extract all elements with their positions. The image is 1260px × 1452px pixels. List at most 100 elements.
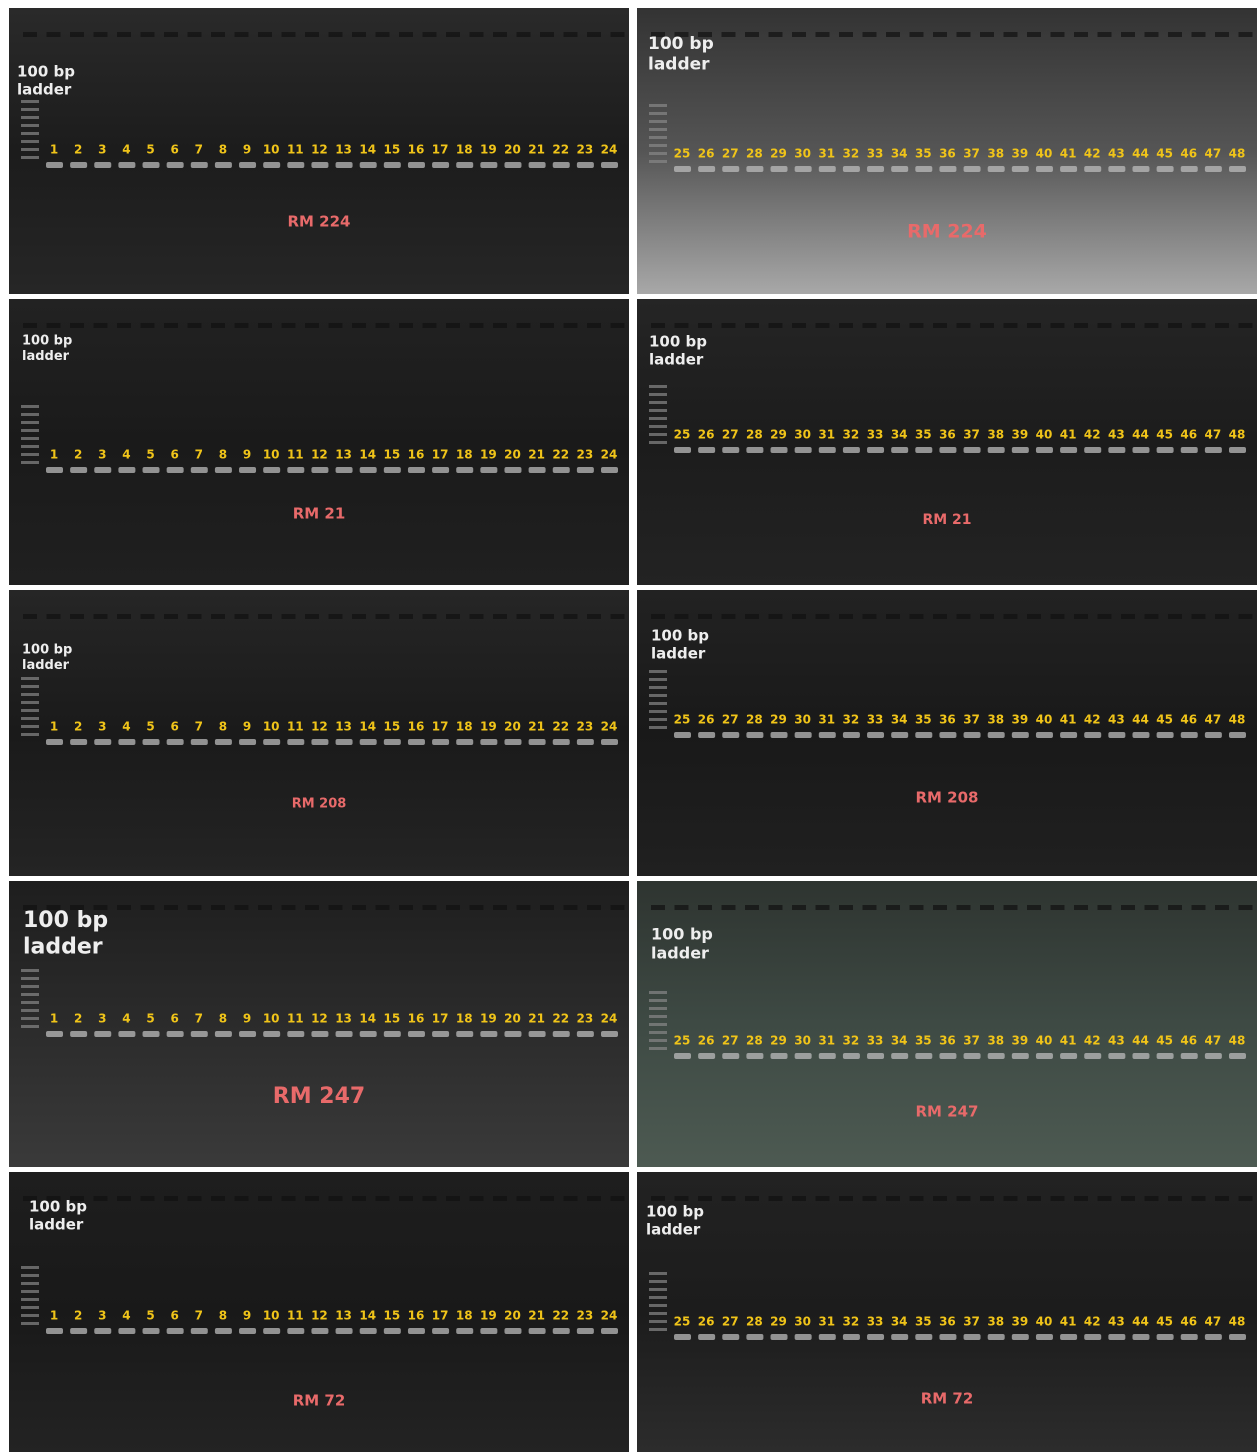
lane-number: 21 xyxy=(528,1012,545,1026)
dna-band xyxy=(336,1031,353,1037)
lane-number: 40 xyxy=(1036,1315,1053,1329)
well xyxy=(352,1196,366,1201)
lane-number: 19 xyxy=(480,720,497,734)
dna-band xyxy=(287,467,304,473)
dna-band xyxy=(722,1334,739,1340)
gel-panel: 100 bpladder2526272829303132333435363738… xyxy=(637,8,1257,294)
ladder-band xyxy=(21,1009,39,1012)
well xyxy=(188,1196,202,1201)
lane-number: 31 xyxy=(818,1315,835,1329)
lane-number: 25 xyxy=(674,1034,691,1048)
ladder-band xyxy=(21,116,39,119)
dna-band xyxy=(94,467,111,473)
lane-number: 22 xyxy=(552,720,569,734)
dna-band xyxy=(1132,447,1149,453)
lane-number: 27 xyxy=(722,713,739,727)
dna-band xyxy=(384,162,401,168)
well xyxy=(517,32,531,37)
lane-number: 20 xyxy=(504,1309,521,1323)
lane-number: 2 xyxy=(74,143,82,157)
well xyxy=(164,614,178,619)
lane-number: 22 xyxy=(552,1309,569,1323)
lane-number: 16 xyxy=(408,720,425,734)
lane-number: 18 xyxy=(456,448,473,462)
well xyxy=(1145,323,1159,328)
well xyxy=(1051,323,1065,328)
lane-number: 26 xyxy=(698,713,715,727)
lane-number: 40 xyxy=(1036,428,1053,442)
well xyxy=(47,32,61,37)
well xyxy=(1121,1196,1135,1201)
well xyxy=(258,323,272,328)
well xyxy=(70,614,84,619)
well xyxy=(94,1196,108,1201)
well xyxy=(980,614,994,619)
well xyxy=(611,614,625,619)
dna-band xyxy=(674,1053,691,1059)
lane-number: 47 xyxy=(1205,1034,1222,1048)
ladder-label: 100 bp xyxy=(646,1203,704,1221)
well xyxy=(1121,323,1135,328)
dna-band xyxy=(577,739,594,745)
lane-number: 23 xyxy=(577,143,594,157)
dna-band xyxy=(771,1053,788,1059)
well xyxy=(839,323,853,328)
lane-number: 3 xyxy=(98,720,106,734)
well xyxy=(1051,32,1065,37)
well xyxy=(1145,32,1159,37)
well xyxy=(611,32,625,37)
dna-band xyxy=(819,447,836,453)
ladder-band xyxy=(21,140,39,143)
well xyxy=(910,905,924,910)
lane-number: 30 xyxy=(794,1034,811,1048)
well xyxy=(933,32,947,37)
dna-band xyxy=(408,162,425,168)
ladder-band xyxy=(21,1025,39,1028)
lane-number: 6 xyxy=(170,1309,178,1323)
lane-number: 15 xyxy=(383,1012,400,1026)
dna-band xyxy=(1205,732,1222,738)
marker-label: RM 224 xyxy=(907,221,987,243)
well xyxy=(910,1196,924,1201)
dna-band xyxy=(239,1328,256,1334)
lane-number: 22 xyxy=(552,143,569,157)
lane-number: 46 xyxy=(1180,1034,1197,1048)
ladder-band xyxy=(649,1296,667,1299)
lane-number: 35 xyxy=(915,147,932,161)
well xyxy=(235,323,249,328)
ladder-band xyxy=(649,1288,667,1291)
dna-band xyxy=(843,732,860,738)
lane-number: 48 xyxy=(1229,1034,1246,1048)
dna-band xyxy=(939,447,956,453)
dna-band xyxy=(143,467,160,473)
well xyxy=(117,1196,131,1201)
dna-band xyxy=(891,732,908,738)
well xyxy=(863,32,877,37)
dna-band xyxy=(1012,732,1029,738)
ladder-band xyxy=(649,409,667,412)
well xyxy=(446,32,460,37)
well xyxy=(933,905,947,910)
ladder-band xyxy=(649,393,667,396)
lane-number: 33 xyxy=(867,713,884,727)
well xyxy=(933,614,947,619)
dna-band xyxy=(167,1031,184,1037)
dna-band xyxy=(191,1031,208,1037)
well xyxy=(517,905,531,910)
lane-number: 14 xyxy=(359,1309,376,1323)
well xyxy=(611,323,625,328)
dna-band xyxy=(239,467,256,473)
ladder-label: ladder xyxy=(648,54,710,74)
gel-panel: 100 bpladder2526272829303132333435363738… xyxy=(637,881,1257,1167)
dna-band xyxy=(70,739,87,745)
well xyxy=(1192,32,1206,37)
lane-number: 21 xyxy=(528,448,545,462)
lane-number: 2 xyxy=(74,1309,82,1323)
lane-number: 24 xyxy=(601,448,618,462)
well xyxy=(282,614,296,619)
lane-number: 42 xyxy=(1084,713,1101,727)
well xyxy=(329,1196,343,1201)
ladder-band xyxy=(649,128,667,131)
ladder-band xyxy=(649,1039,667,1042)
ladder-band xyxy=(649,104,667,107)
